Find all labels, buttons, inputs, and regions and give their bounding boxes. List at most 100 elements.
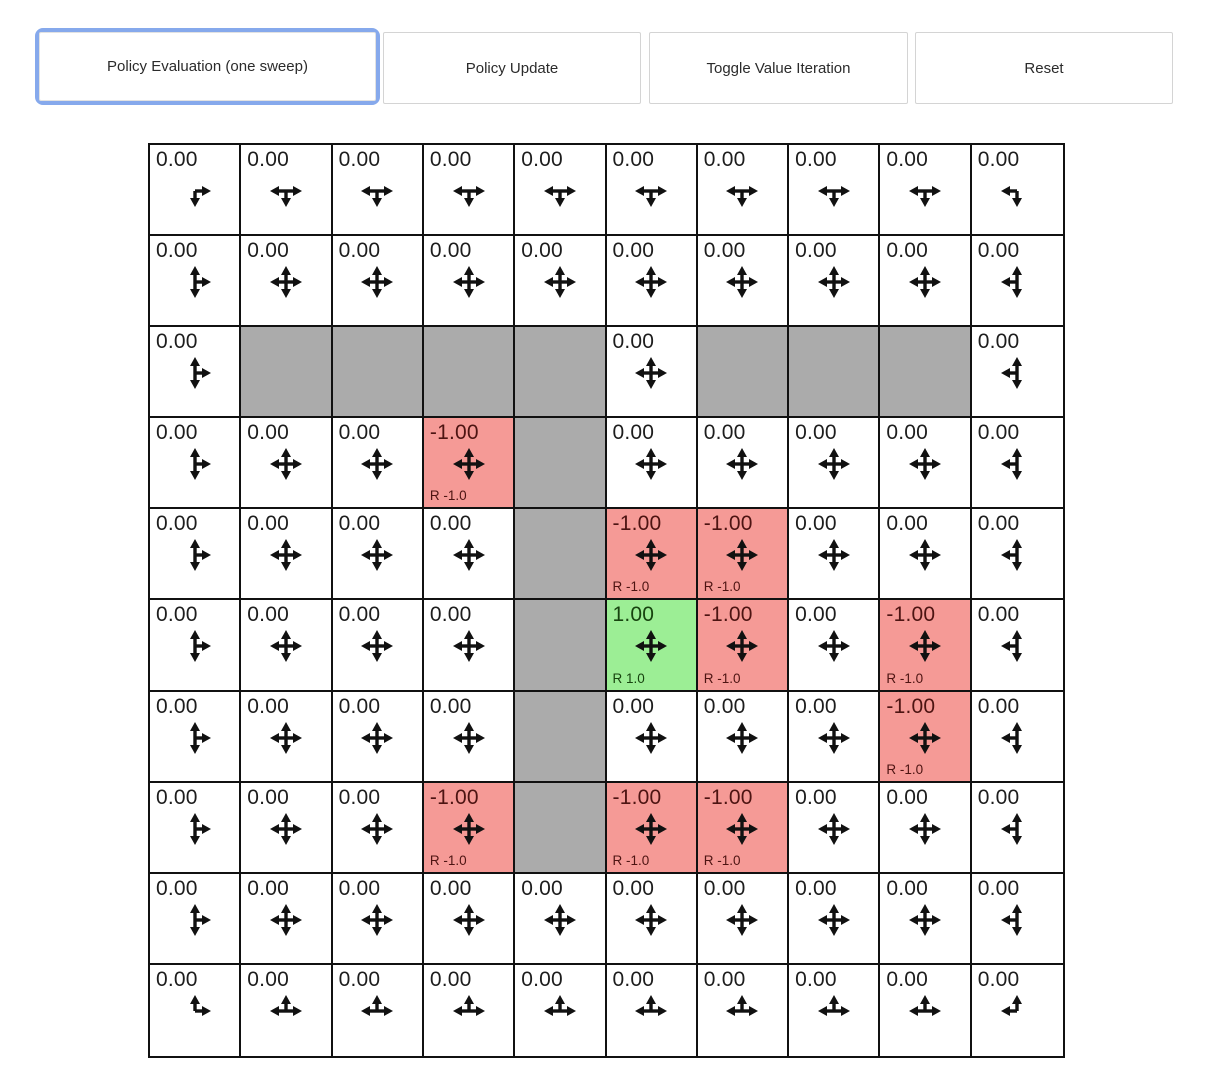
grid-cell-8-7[interactable]: 0.00 (789, 873, 881, 965)
grid-cell-7-5[interactable]: -1.00 R -1.0 (606, 782, 698, 874)
grid-cell-5-5[interactable]: 1.00 R 1.0 (606, 600, 698, 692)
grid-cell-6-5[interactable]: 0.00 (606, 691, 698, 783)
cell-value: 0.00 (886, 876, 929, 900)
grid-cell-6-9[interactable]: 0.00 (971, 691, 1063, 783)
grid-cell-5-0[interactable]: 0.00 (150, 600, 242, 692)
grid-cell-1-3[interactable]: 0.00 (423, 236, 516, 328)
grid-cell-0-2[interactable]: 0.00 (332, 145, 424, 237)
cell-value: 0.00 (429, 603, 472, 627)
grid-cell-9-6[interactable]: 0.00 (697, 964, 790, 1056)
grid-cell-5-8[interactable]: -1.00 R -1.0 (880, 600, 972, 692)
grid-cell-6-3[interactable]: 0.00 (423, 691, 516, 783)
grid-cell-5-6[interactable]: -1.00 R -1.0 (697, 600, 790, 692)
grid-cell-7-9[interactable]: 0.00 (971, 782, 1063, 874)
grid-cell-0-1[interactable]: 0.00 (241, 145, 333, 237)
cell-value: 0.00 (886, 967, 929, 991)
grid-cell-0-3[interactable]: 0.00 (423, 145, 516, 237)
grid-cell-8-2[interactable]: 0.00 (332, 873, 424, 965)
grid-cell-1-8[interactable]: 0.00 (880, 236, 972, 328)
grid-cell-4-1[interactable]: 0.00 (241, 509, 333, 601)
grid-cell-3-7[interactable]: 0.00 (789, 418, 881, 510)
grid-cell-2-5[interactable]: 0.00 (606, 327, 698, 419)
grid-cell-4-0[interactable]: 0.00 (150, 509, 242, 601)
grid-cell-2-9[interactable]: 0.00 (971, 327, 1063, 419)
cell-value: 0.00 (247, 967, 289, 991)
grid-cell-9-9[interactable]: 0.00 (971, 964, 1063, 1056)
policy-evaluation-button[interactable]: Policy Evaluation (one sweep) (39, 32, 376, 101)
cell-reward-label: R -1.0 (886, 670, 924, 686)
grid-cell-9-7[interactable]: 0.00 (789, 964, 881, 1056)
grid-cell-3-9[interactable]: 0.00 (971, 418, 1063, 510)
grid-cell-3-1[interactable]: 0.00 (241, 418, 333, 510)
policy-arrows-icon (903, 716, 947, 760)
grid-cell-7-0[interactable]: 0.00 (150, 782, 242, 874)
grid-cell-1-7[interactable]: 0.00 (789, 236, 881, 328)
grid-cell-8-5[interactable]: 0.00 (606, 873, 698, 965)
grid-cell-9-5[interactable]: 0.00 (606, 964, 698, 1056)
grid-cell-0-6[interactable]: 0.00 (697, 145, 790, 237)
grid-cell-9-8[interactable]: 0.00 (880, 964, 972, 1056)
grid-cell-1-0[interactable]: 0.00 (150, 236, 242, 328)
grid-cell-8-0[interactable]: 0.00 (150, 873, 242, 965)
grid-cell-4-2[interactable]: 0.00 (332, 509, 424, 601)
grid-cell-1-2[interactable]: 0.00 (332, 236, 424, 328)
grid-cell-3-6[interactable]: 0.00 (697, 418, 790, 510)
grid-cell-4-3[interactable]: 0.00 (423, 509, 516, 601)
grid-cell-6-1[interactable]: 0.00 (241, 691, 333, 783)
grid-cell-5-7[interactable]: 0.00 (789, 600, 881, 692)
grid-cell-4-7[interactable]: 0.00 (789, 509, 881, 601)
grid-cell-8-8[interactable]: 0.00 (880, 873, 972, 965)
grid-cell-7-7[interactable]: 0.00 (789, 782, 881, 874)
grid-cell-0-0[interactable]: 0.00 (150, 145, 242, 237)
grid-cell-0-8[interactable]: 0.00 (880, 145, 972, 237)
grid-cell-9-3[interactable]: 0.00 (423, 964, 516, 1056)
grid-cell-9-2[interactable]: 0.00 (332, 964, 424, 1056)
policy-arrows-icon (355, 169, 399, 213)
grid-cell-9-4[interactable]: 0.00 (515, 964, 607, 1056)
grid-cell-9-1[interactable]: 0.00 (241, 964, 333, 1056)
grid-cell-3-3[interactable]: -1.00 R -1.0 (423, 418, 516, 510)
reset-button[interactable]: Reset (915, 32, 1173, 104)
grid-cell-7-8[interactable]: 0.00 (880, 782, 972, 874)
grid-cell-3-2[interactable]: 0.00 (332, 418, 424, 510)
policy-update-button[interactable]: Policy Update (383, 32, 641, 104)
grid-cell-5-1[interactable]: 0.00 (241, 600, 333, 692)
grid-cell-2-0[interactable]: 0.00 (150, 327, 242, 419)
grid-cell-8-6[interactable]: 0.00 (697, 873, 790, 965)
grid-cell-1-5[interactable]: 0.00 (606, 236, 698, 328)
grid-cell-4-6[interactable]: -1.00 R -1.0 (697, 509, 790, 601)
grid-cell-1-1[interactable]: 0.00 (241, 236, 333, 328)
grid-cell-6-7[interactable]: 0.00 (789, 691, 881, 783)
grid-cell-5-9[interactable]: 0.00 (971, 600, 1063, 692)
grid-cell-7-1[interactable]: 0.00 (241, 782, 333, 874)
grid-cell-4-5[interactable]: -1.00 R -1.0 (606, 509, 698, 601)
grid-cell-5-3[interactable]: 0.00 (423, 600, 516, 692)
grid-cell-0-7[interactable]: 0.00 (789, 145, 881, 237)
grid-cell-6-8[interactable]: -1.00 R -1.0 (880, 691, 972, 783)
grid-cell-0-4[interactable]: 0.00 (515, 145, 607, 237)
grid-cell-4-9[interactable]: 0.00 (971, 509, 1063, 601)
grid-cell-1-6[interactable]: 0.00 (697, 236, 790, 328)
grid-cell-6-2[interactable]: 0.00 (332, 691, 424, 783)
grid-cell-6-0[interactable]: 0.00 (150, 691, 242, 783)
toggle-value-iteration-button[interactable]: Toggle Value Iteration (649, 32, 908, 104)
grid-cell-1-4[interactable]: 0.00 (515, 236, 607, 328)
grid-cell-7-2[interactable]: 0.00 (332, 782, 424, 874)
grid-cell-6-6[interactable]: 0.00 (697, 691, 790, 783)
grid-cell-8-1[interactable]: 0.00 (241, 873, 333, 965)
grid-cell-3-0[interactable]: 0.00 (150, 418, 242, 510)
grid-cell-7-6[interactable]: -1.00 R -1.0 (697, 782, 790, 874)
grid-cell-3-5[interactable]: 0.00 (606, 418, 698, 510)
grid-cell-0-5[interactable]: 0.00 (606, 145, 698, 237)
grid-cell-3-8[interactable]: 0.00 (880, 418, 972, 510)
grid-cell-8-9[interactable]: 0.00 (971, 873, 1063, 965)
grid-cell-0-9[interactable]: 0.00 (971, 145, 1063, 237)
grid-cell-8-3[interactable]: 0.00 (423, 873, 516, 965)
grid-cell-9-0[interactable]: 0.00 (150, 964, 242, 1056)
grid-cell-8-4[interactable]: 0.00 (515, 873, 607, 965)
policy-arrows-icon (995, 260, 1039, 304)
grid-cell-1-9[interactable]: 0.00 (971, 236, 1063, 328)
grid-cell-5-2[interactable]: 0.00 (332, 600, 424, 692)
grid-cell-4-8[interactable]: 0.00 (880, 509, 972, 601)
grid-cell-7-3[interactable]: -1.00 R -1.0 (423, 782, 516, 874)
